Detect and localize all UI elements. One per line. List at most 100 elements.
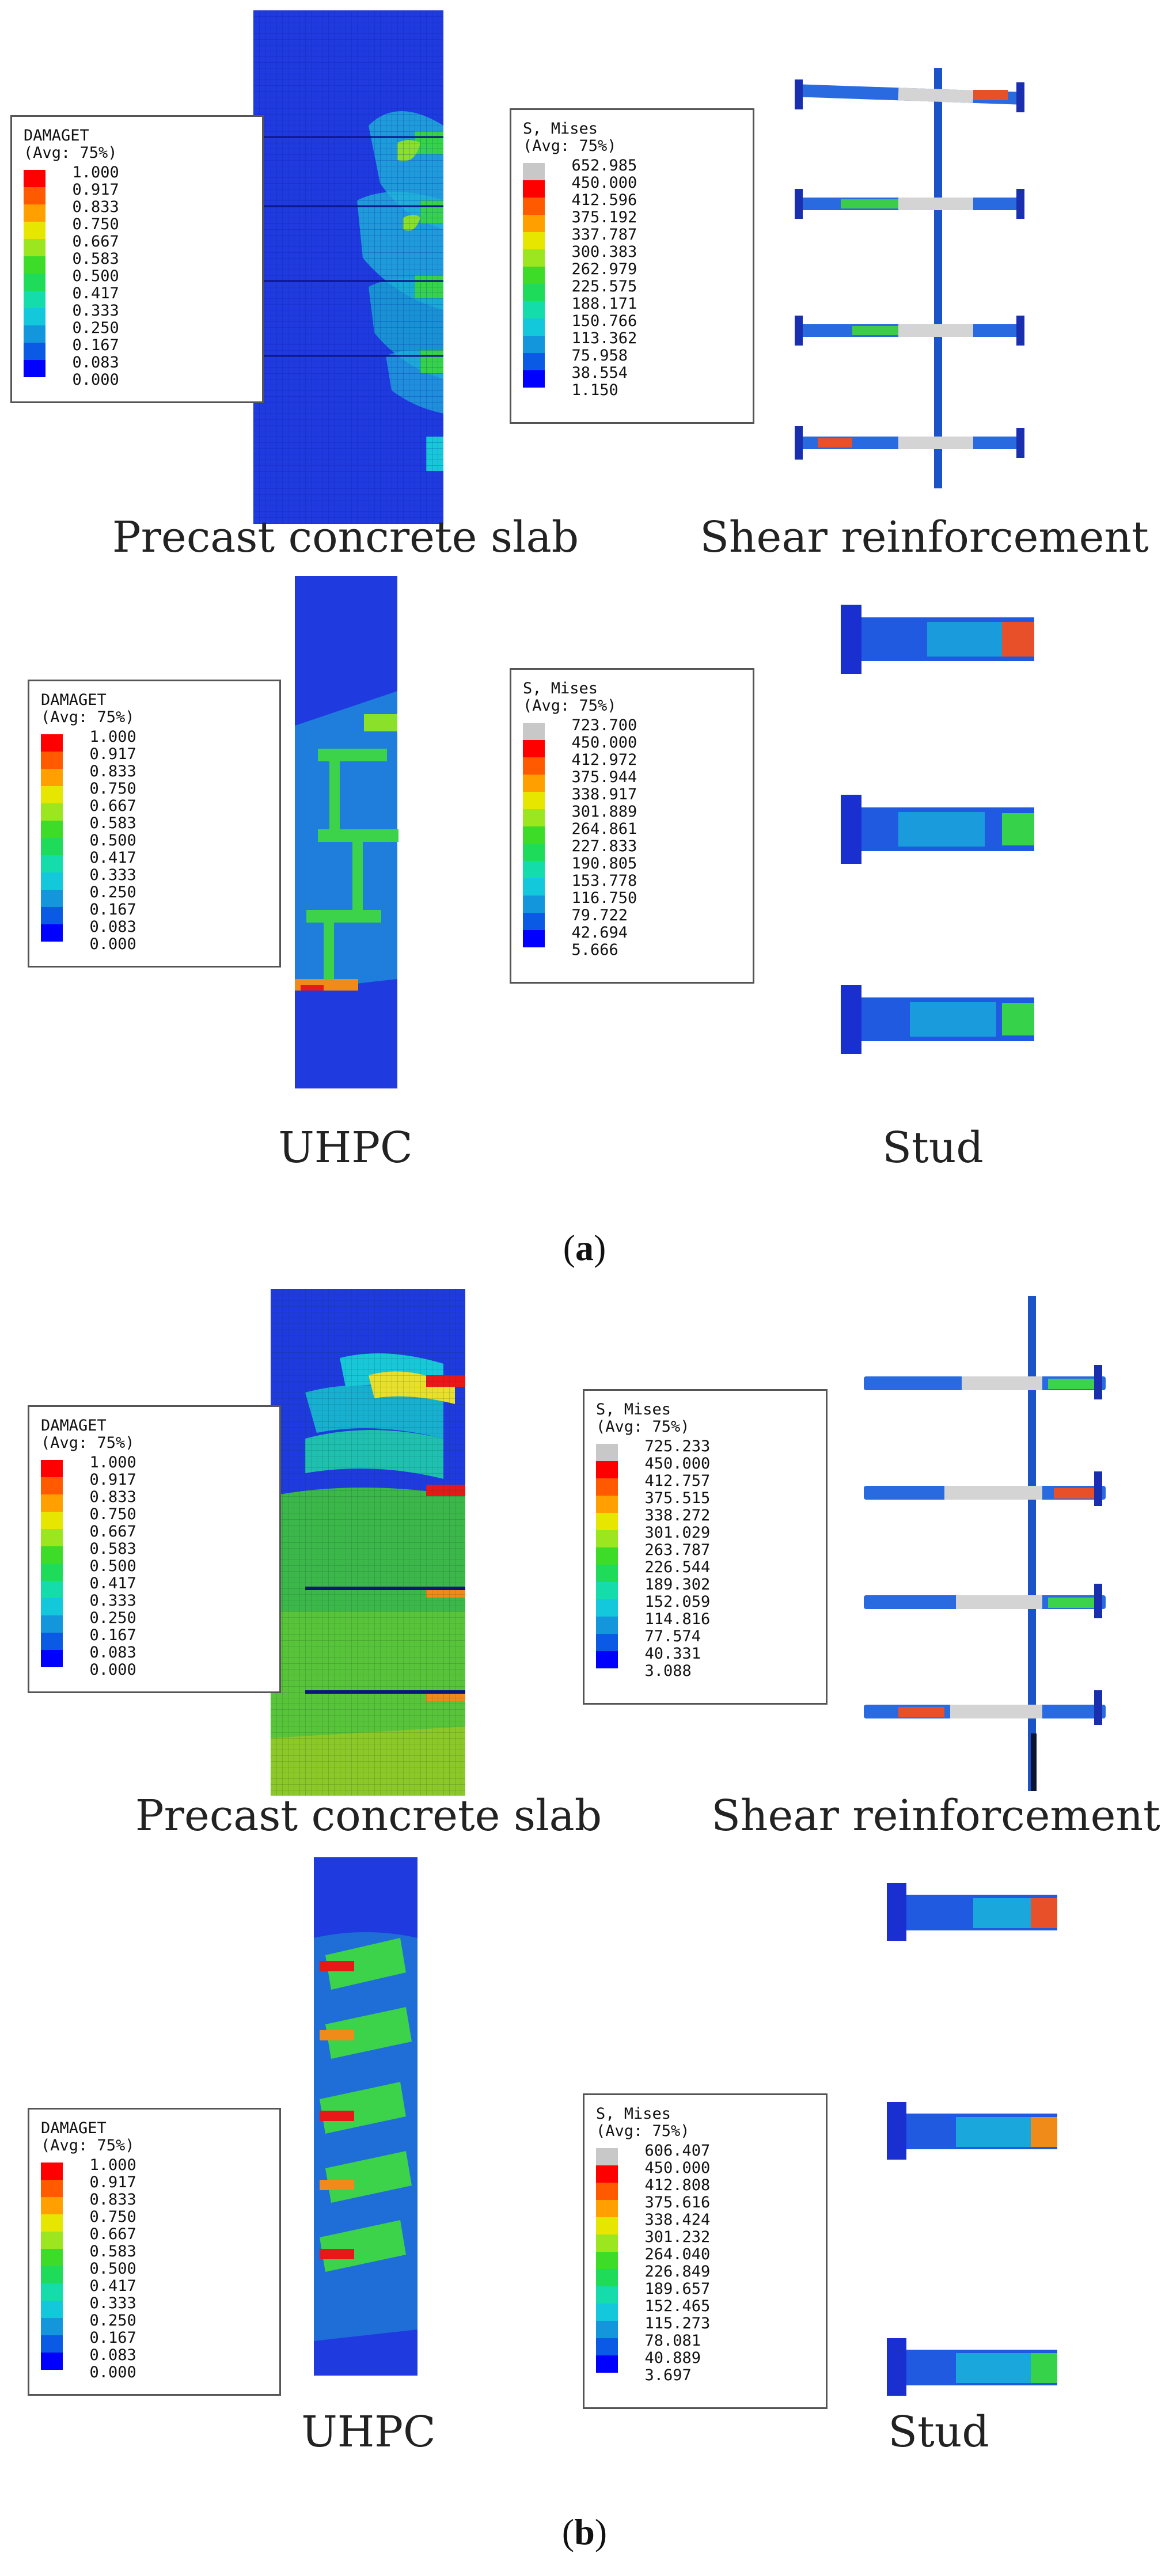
legend-mises-a-bottom: S, Mises (Avg: 75%) 723.700 450.000 412.… [510,668,754,984]
color-swatch [596,1461,618,1478]
legend-value: 0.750 [71,2208,136,2226]
color-swatch [523,913,545,930]
legend-value: 5.666 [553,941,618,959]
color-swatch [596,1651,618,1668]
caption-uhpc-a: UHPC [278,1123,413,1173]
legend-value: 1.000 [71,1454,136,1471]
legend-subtitle: (Avg: 75%) [596,2122,690,2140]
legend-value: 0.667 [54,233,119,251]
color-swatch [41,2197,63,2214]
legend-value: 0.083 [54,354,119,371]
legend-value: 3.088 [626,1662,692,1680]
color-swatch [24,204,45,222]
rebar-3 [864,1584,1106,1618]
legend-value: 338.424 [626,2211,711,2229]
color-swatch [523,198,545,215]
legend-title: S, Mises [523,120,598,138]
color-swatch [24,170,45,187]
panel-label-a: (a) [563,1227,606,1268]
color-swatch [41,803,63,821]
color-swatch [523,757,545,775]
legend-value: 189.657 [626,2280,711,2298]
legend-subtitle: (Avg: 75%) [523,137,617,155]
uhpc-contour-b [314,1857,418,2376]
legend-value: 412.757 [626,1472,711,1490]
color-swatch [41,1529,63,1546]
legend-value: 0.333 [71,2294,136,2312]
legend-value: 0.917 [54,181,119,199]
legend-value: 225.575 [553,278,637,295]
legend-title: DAMAGET [41,2119,107,2137]
stud-2 [887,2102,1057,2160]
legend-values: 1.000 0.917 0.833 0.750 0.667 0.583 0.50… [71,729,136,953]
color-swatch [41,890,63,907]
color-swatch [523,809,545,826]
legend-value: 113.362 [553,329,637,347]
color-swatch [596,1547,618,1565]
legend-value: 0.417 [54,284,119,302]
color-swatch [596,1565,618,1582]
color-swatch [24,325,45,343]
legend-value: 150.766 [553,312,637,330]
color-swatch [596,1530,618,1547]
legend-value: 0.083 [71,918,136,936]
color-swatch [523,301,545,318]
legend-value: 301.889 [553,803,637,821]
legend-value: 38.554 [553,364,628,382]
color-swatch [24,343,45,360]
legend-value: 1.000 [71,2156,136,2174]
color-swatch [24,291,45,308]
color-swatch [596,1634,618,1651]
color-swatch [596,2200,618,2217]
color-swatch [41,2301,63,2318]
caption-precast-b: Precast concrete slab [135,1791,602,1841]
legend-value: 0.583 [71,2243,136,2260]
legend-value: 0.333 [71,1592,136,1610]
color-swatch [41,1460,63,1477]
color-swatch [41,1477,63,1494]
legend-value: 40.331 [626,1645,701,1663]
legend-value: 0.500 [71,1557,136,1575]
legend-value: 152.059 [626,1593,711,1611]
legend-value: 226.849 [626,2263,711,2281]
legend-value: 264.040 [626,2245,711,2263]
color-swatch [24,239,45,256]
shear-reinforcement-contour-a [795,68,1024,488]
rebar-2 [795,189,1024,219]
color-swatch [41,1512,63,1529]
rebar-1 [795,79,1024,112]
legend-value: 450.000 [626,2159,711,2177]
caption-stud-a: Stud [882,1123,984,1173]
color-swatch [24,308,45,325]
legend-value: 75.958 [553,347,628,365]
legend-value: 0.917 [71,745,136,763]
color-swatch [596,1513,618,1530]
color-swatch [523,284,545,301]
legend-value: 78.081 [626,2332,701,2350]
precast-slab-contour-a [253,10,443,524]
legend-value: 0.583 [54,250,119,268]
legend-value: 0.833 [71,2191,136,2209]
legend-value: 226.544 [626,1558,711,1576]
color-swatch [523,249,545,267]
rebar-4 [795,426,1024,460]
color-swatch [41,2318,63,2335]
legend-subtitle: (Avg: 75%) [24,144,117,162]
legend-subtitle: (Avg: 75%) [41,708,135,726]
rebar-4 [864,1690,1106,1725]
color-swatch [596,2355,618,2373]
legend-mises-a-top: S, Mises (Avg: 75%) 652.985 450.000 412.… [510,108,754,424]
legend-value: 188.171 [553,295,637,313]
legend-value: 0.250 [71,2312,136,2330]
legend-value: 0.667 [71,797,136,815]
legend-value: 0.917 [71,1471,136,1489]
color-swatch [523,215,545,232]
color-swatch [523,740,545,757]
legend-value: 262.979 [553,260,637,278]
legend-value: 412.808 [626,2176,711,2194]
legend-value: 375.192 [553,208,637,226]
color-swatch [24,360,45,377]
panel-label-b: (b) [561,2511,608,2552]
color-swatch [596,2217,618,2234]
caption-shear-b: Shear reinforcement [711,1791,1160,1841]
